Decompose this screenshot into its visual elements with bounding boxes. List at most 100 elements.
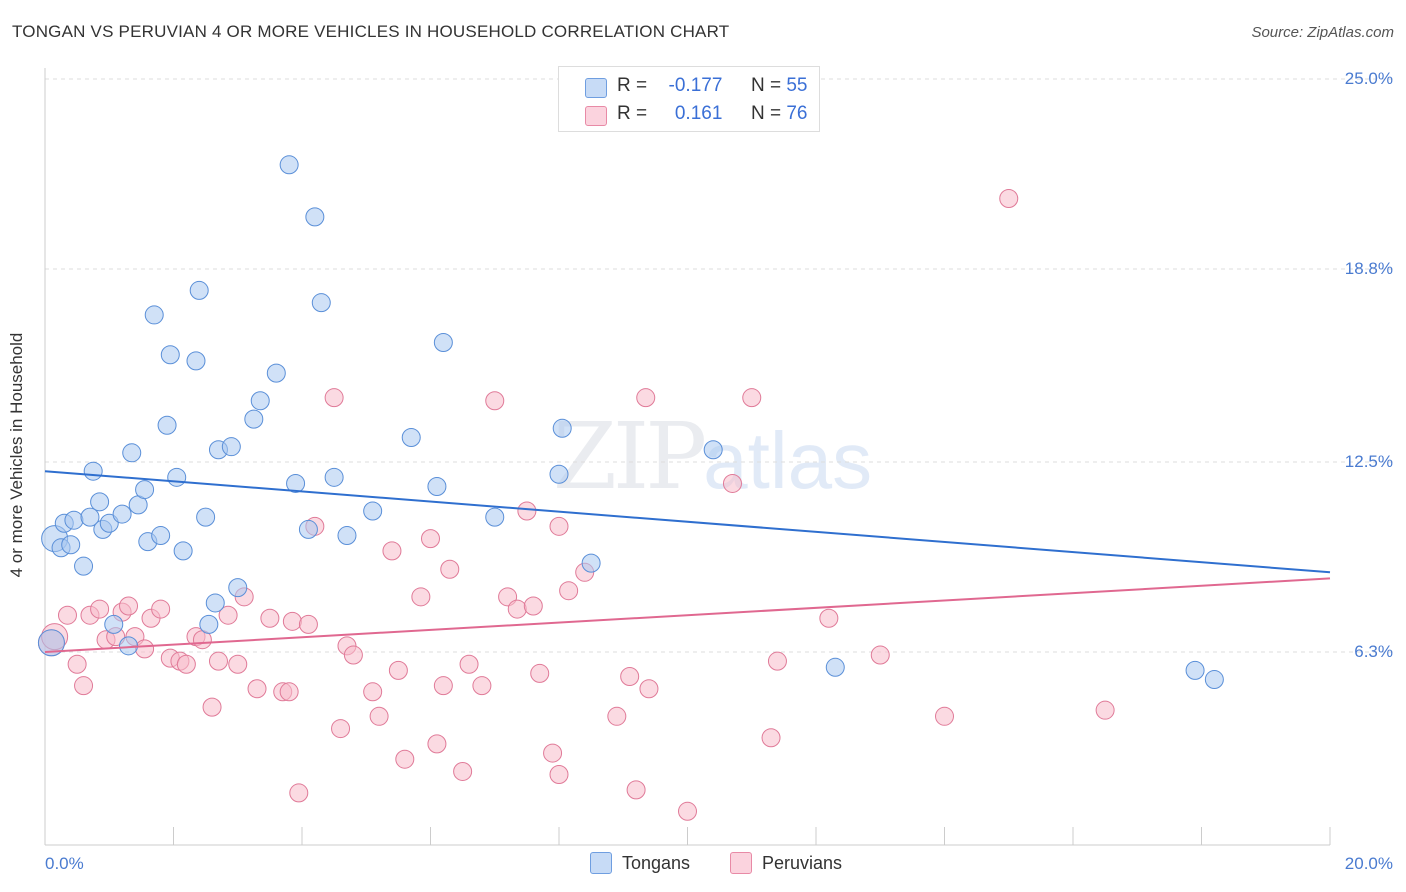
x-tick-label: 0.0% — [45, 854, 84, 873]
tongan-point — [186, 351, 206, 371]
peruvian-point — [331, 719, 351, 739]
peruvian-point — [363, 682, 383, 702]
chart-title: TONGAN VS PERUVIAN 4 OR MORE VEHICLES IN… — [12, 22, 730, 41]
tongan-point — [173, 541, 193, 561]
peruvian-point — [218, 605, 238, 625]
tongan-point — [324, 467, 344, 487]
tongan-point — [74, 556, 94, 576]
grid — [45, 78, 1395, 653]
watermark-zip: ZIP — [553, 403, 707, 510]
peruvian-point — [549, 516, 569, 536]
tongan-legend-swatch — [590, 852, 612, 874]
tongan-point — [80, 507, 100, 527]
peruvian-point — [530, 663, 550, 683]
peruvian-point — [382, 541, 402, 561]
peruvian-point — [636, 388, 656, 408]
tongan-point — [825, 657, 845, 677]
y-tick-label: 18.8% — [1345, 259, 1393, 278]
peruvian-point — [202, 697, 222, 717]
series-legend: Tongans Peruvians — [0, 850, 1406, 880]
tongan-point — [1185, 660, 1205, 680]
peruvian-point — [440, 559, 460, 579]
peruvian-point — [517, 501, 537, 521]
peruvian-point — [74, 676, 94, 696]
peruvian-point — [507, 599, 527, 619]
tongan-point — [311, 293, 331, 313]
tongan-point — [122, 443, 142, 463]
peruvian-point — [678, 801, 697, 821]
peruvian-point — [67, 654, 87, 674]
peruvian-trend-line — [44, 577, 1331, 653]
tongan-point — [581, 553, 601, 573]
legend-label-tongans: Tongans — [622, 852, 691, 873]
peruvian-point — [411, 587, 431, 607]
peruvian-point — [620, 666, 640, 686]
peruvian-point — [607, 706, 627, 726]
source-credit: Source: ZipAtlas.com — [1251, 24, 1394, 41]
peruvian-point — [119, 596, 139, 616]
peruvian-point — [289, 783, 309, 803]
peruvian-point — [999, 188, 1019, 208]
peruvian-point — [57, 605, 77, 625]
tongan-point — [144, 305, 164, 325]
legend-label-peruvians: Peruvians — [762, 852, 843, 873]
tongan-point — [427, 477, 447, 497]
peruvian-point — [324, 388, 344, 408]
peruvian-point — [485, 391, 505, 411]
peruvian-point — [135, 639, 155, 659]
y-tick-label: 12.5% — [1345, 452, 1393, 471]
tongan-point — [151, 526, 171, 546]
tongan-point — [160, 345, 180, 365]
trend-lines — [44, 470, 1331, 653]
tongan-point — [363, 501, 383, 521]
peruvian-point — [176, 654, 196, 674]
n-value: 55 — [786, 75, 808, 96]
tongan-point — [205, 593, 225, 613]
x-tick-label: 20.0% — [1345, 854, 1393, 873]
peruvian-point — [395, 749, 415, 769]
peruvian-point — [543, 743, 563, 763]
tongan-point — [104, 614, 124, 634]
tongan-point — [189, 280, 209, 300]
tongan-point — [552, 418, 572, 438]
tongan-point — [433, 333, 453, 353]
peruvian-point — [1095, 700, 1115, 720]
r-label: R = — [617, 75, 648, 96]
legend-item-peruvians: Peruvians — [730, 852, 842, 874]
peruvian-point — [935, 706, 954, 726]
tongan-trend-line — [44, 470, 1331, 574]
tongan-point — [485, 507, 505, 527]
legend-item-tongans: Tongans — [590, 852, 690, 874]
peruvian-point — [819, 608, 839, 628]
peruvian-point — [260, 608, 280, 628]
watermark: ZIPatlas — [553, 403, 872, 510]
n-label: N = — [750, 103, 782, 124]
tongan-point — [64, 510, 84, 530]
peruvian-point — [433, 676, 453, 696]
tongan-point — [157, 415, 177, 435]
peruvian-point — [459, 654, 479, 674]
n-label: N = — [750, 75, 782, 96]
peruvian-point — [298, 614, 318, 634]
y-tick-label: 6.3% — [1354, 642, 1393, 661]
tongan-point — [298, 519, 318, 539]
peruvian-point — [388, 660, 408, 680]
tongan-point — [266, 363, 286, 383]
r-label: R = — [617, 103, 648, 124]
peruvian-point — [208, 651, 228, 671]
peruvian-point — [90, 599, 110, 619]
peruvian-point — [761, 728, 781, 748]
stats-row-tongan: R = -0.177 N = 55 — [559, 73, 819, 101]
axes — [44, 68, 1331, 846]
tongan-point — [549, 464, 569, 484]
peruvian-point — [343, 645, 363, 665]
peruvian-swatch — [585, 106, 607, 126]
tongan-point — [244, 409, 264, 429]
tongan-point — [90, 492, 110, 512]
tongan-points — [37, 155, 1224, 690]
peruvian-points — [37, 188, 1115, 821]
tongan-point — [37, 629, 65, 657]
tongan-point — [221, 437, 241, 457]
tongan-point — [305, 207, 325, 227]
